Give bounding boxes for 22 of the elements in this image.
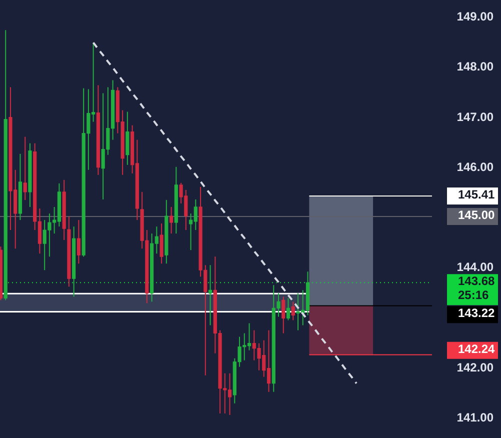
candlestick — [160, 223, 164, 264]
ref-line-label: 143.68 25:16 — [458, 274, 496, 302]
candlestick — [291, 301, 295, 321]
ref-line-label: 142.24 — [458, 342, 496, 356]
candlestick — [126, 111, 130, 166]
y-tick-label: 142.00 — [456, 360, 494, 374]
y-tick-label: 141.00 — [456, 410, 494, 424]
ref-line-label: 145.41 — [458, 187, 496, 202]
y-tick-label: 147.00 — [456, 110, 494, 124]
candlestick — [282, 296, 286, 334]
y-tick-label: 149.00 — [456, 10, 494, 24]
candlestick — [169, 206, 174, 234]
ref-line-label: 145.00 — [458, 208, 496, 222]
candlestick — [76, 220, 80, 264]
candlestick — [208, 264, 212, 326]
y-tick-label: 144.00 — [456, 260, 494, 274]
ref-line-label: 143.22 — [458, 306, 496, 320]
line-series — [92, 42, 358, 384]
y-tick-label: 146.00 — [456, 160, 494, 174]
y-tick-label: 148.00 — [456, 60, 494, 74]
candlestick — [286, 298, 290, 321]
candlestick — [23, 136, 27, 200]
